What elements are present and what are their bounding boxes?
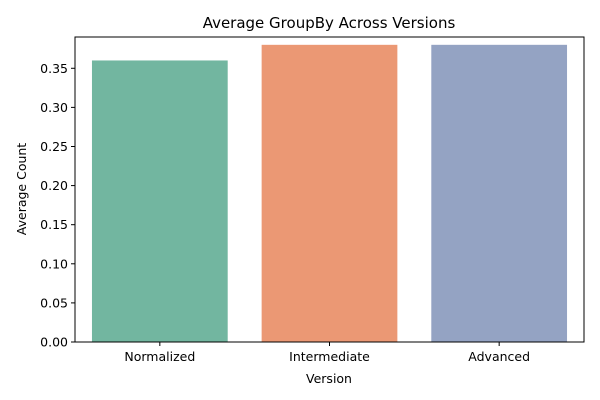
- x-tick-label-intermediate: Intermediate: [289, 349, 370, 364]
- y-tick-label: 0.25: [40, 139, 68, 154]
- y-tick-label: 0.10: [40, 256, 68, 271]
- y-tick-label: 0.35: [40, 61, 68, 76]
- bars-group: [91, 44, 568, 342]
- y-tick-label: 0.05: [40, 295, 68, 310]
- bar-normalized: [91, 60, 228, 342]
- y-tick-label: 0.00: [40, 335, 68, 350]
- x-tick-label-normalized: Normalized: [124, 349, 195, 364]
- y-axis-label: Average Count: [14, 143, 29, 236]
- plot-frame: [74, 36, 585, 343]
- y-tick-label: 0.30: [40, 100, 68, 115]
- chart-title: Average GroupBy Across Versions: [203, 14, 456, 32]
- y-axis: 0.00 0.05 0.10 0.15 0.20 0.25 0.30 0.35: [40, 61, 75, 350]
- x-axis: Normalized Intermediate Advanced: [124, 342, 530, 364]
- x-tick-label-advanced: Advanced: [468, 349, 530, 364]
- bar-intermediate: [261, 44, 398, 342]
- y-tick-label: 0.15: [40, 217, 68, 232]
- bar-advanced: [431, 44, 568, 342]
- y-tick-label: 0.20: [40, 178, 68, 193]
- x-axis-label: Version: [306, 371, 352, 386]
